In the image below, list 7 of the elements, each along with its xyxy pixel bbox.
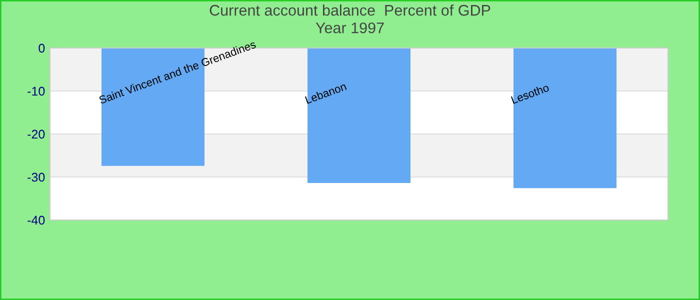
y-tick-label: -10 — [28, 86, 45, 96]
y-tick-label: -40 — [28, 216, 45, 225]
y-tick-label: 0 — [38, 44, 45, 53]
chart-title: Current account balance Percent of GDP Year 1997 — [210, 4, 490, 34]
y-tick-label: -30 — [28, 172, 45, 182]
y-tick-label: -20 — [28, 130, 45, 139]
x-tick-label: Lesotho — [510, 83, 550, 104]
